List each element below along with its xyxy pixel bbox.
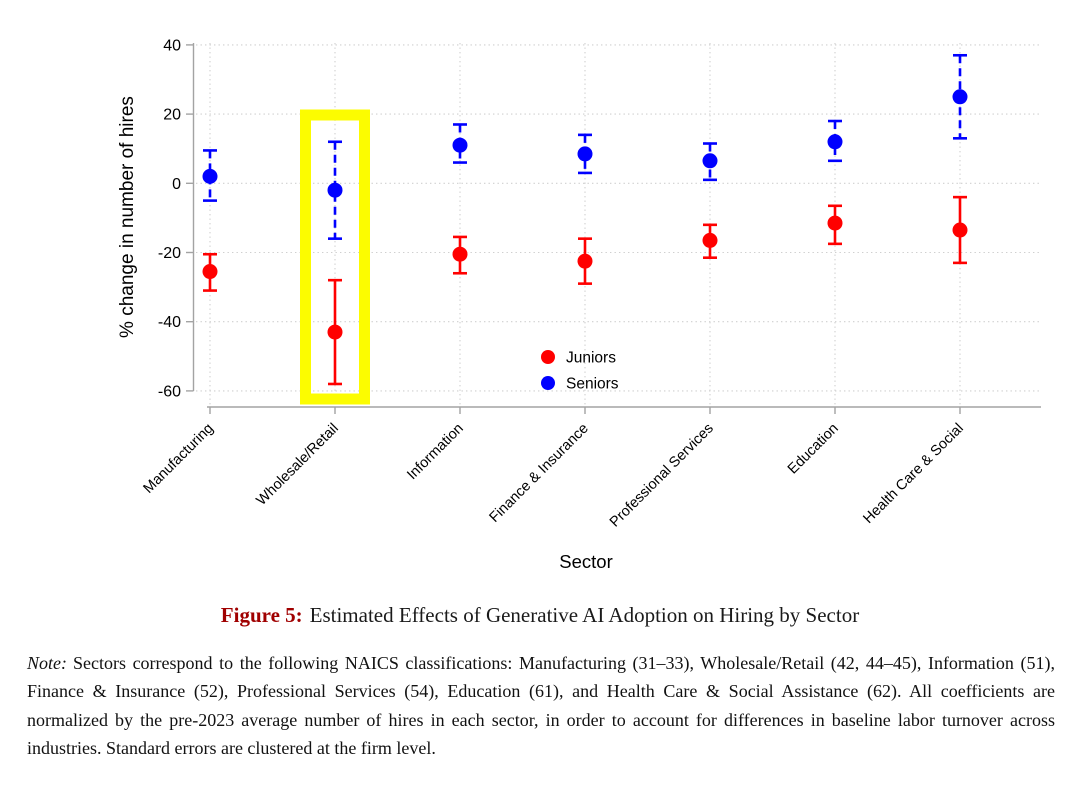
y-axis-title: % change in number of hires xyxy=(117,96,138,338)
figure-caption-label: Figure 5: xyxy=(220,603,303,627)
juniors-marker xyxy=(577,253,593,269)
juniors-marker xyxy=(952,222,968,238)
legend-marker-juniors xyxy=(541,350,555,364)
seniors-marker xyxy=(452,137,468,153)
highlight-box xyxy=(300,109,370,405)
x-tick-label: Professional Services xyxy=(607,421,717,531)
x-tick-label: Education xyxy=(785,421,842,478)
juniors-marker xyxy=(327,324,343,340)
seniors-marker xyxy=(202,168,218,184)
seniors-marker xyxy=(952,89,968,105)
seniors-marker xyxy=(577,146,593,162)
juniors-marker xyxy=(827,215,843,231)
juniors-marker xyxy=(202,264,218,280)
x-tick-label: Manufacturing xyxy=(141,421,217,497)
figure-note-text: Sectors correspond to the following NAIC… xyxy=(27,653,1055,759)
x-axis-title: Sector xyxy=(559,551,612,572)
juniors-marker xyxy=(702,232,718,248)
y-tick-label: -20 xyxy=(158,245,181,262)
figure-caption-text: Estimated Effects of Generative AI Adopt… xyxy=(309,603,860,627)
sector-hiring-chart: 40 20 0 -20 -40 -60 % change in number of hire… xyxy=(117,37,1042,572)
x-tick-label: Wholesale/Retail xyxy=(254,421,342,509)
figure-caption: Figure 5: Estimated Effects of Generative… xyxy=(0,603,1080,628)
x-tick-label: Information xyxy=(404,421,467,484)
y-tick-label: 0 xyxy=(172,176,181,193)
juniors-marker xyxy=(452,246,468,262)
seniors-marker xyxy=(327,182,343,198)
y-tick-label: 20 xyxy=(163,107,181,124)
legend-label-juniors: Juniors xyxy=(566,350,616,367)
seniors-marker xyxy=(827,134,843,150)
legend-label-seniors: Seniors xyxy=(566,376,619,393)
x-tick-label: Health Care & Social xyxy=(860,421,966,527)
figure-note: Note: Sectors correspond to the following… xyxy=(27,649,1055,763)
seniors-marker xyxy=(702,153,718,169)
legend-marker-seniors xyxy=(541,376,555,390)
legend: Juniors Seniors xyxy=(541,350,619,393)
y-tick-label: 40 xyxy=(163,37,181,54)
figure-note-label: Note: xyxy=(27,653,67,673)
chart-canvas: 40 20 0 -20 -40 -60 % change in number of hire… xyxy=(117,37,1042,572)
y-tick-label: -40 xyxy=(158,314,181,331)
y-tick-label: -60 xyxy=(158,383,181,400)
x-tick-label: Finance & Insurance xyxy=(486,421,591,526)
